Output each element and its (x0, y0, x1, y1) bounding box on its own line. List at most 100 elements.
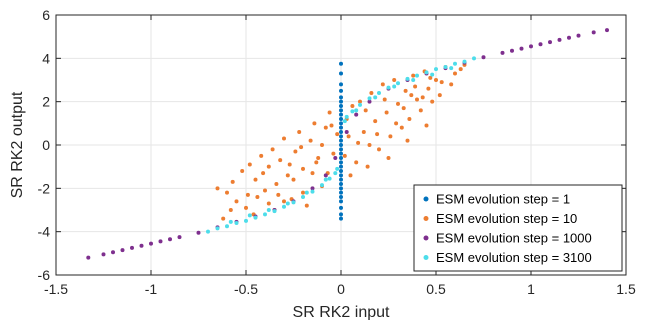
legend-marker (423, 196, 429, 202)
scatter-point (293, 149, 298, 154)
scatter-point (285, 173, 290, 178)
scatter-point (500, 50, 505, 55)
scatter-point (354, 108, 359, 113)
scatter-point (308, 138, 313, 143)
scatter-point (339, 156, 343, 160)
scatter-point (458, 67, 463, 72)
scatter-point (339, 164, 343, 169)
scatter-point (314, 160, 319, 165)
scatter-point (377, 147, 381, 152)
scatter-point (375, 132, 380, 137)
scatter-point (282, 136, 286, 141)
scatter-point (426, 86, 431, 91)
y-tick-label: 0 (42, 137, 50, 153)
scatter-point (434, 78, 438, 82)
scatter-point (342, 119, 347, 124)
scatter-point (462, 59, 467, 64)
scatter-point (424, 123, 429, 128)
scatter-point (247, 162, 252, 167)
legend-marker (423, 235, 429, 241)
scatter-point (396, 101, 400, 106)
scatter-point (339, 186, 343, 191)
y-tick-label: 6 (42, 7, 50, 23)
scatter-point (396, 81, 400, 86)
scatter-point (331, 151, 336, 156)
scatter-point (344, 130, 349, 134)
scatter-point (282, 204, 286, 209)
scatter-point (339, 216, 343, 221)
scatter-point (339, 143, 343, 147)
scatter-point (339, 195, 343, 199)
scatter-point (339, 108, 343, 113)
scatter-point (282, 199, 286, 204)
scatter-point (367, 143, 372, 147)
scatter-point (272, 209, 277, 214)
scatter-point (244, 218, 248, 223)
scatter-point (443, 65, 448, 69)
scatter-point (339, 205, 343, 210)
scatter-point (354, 112, 359, 117)
scatter-point (411, 78, 416, 82)
scatter-point (350, 109, 355, 114)
scatter-point (388, 134, 393, 139)
scatter-point (329, 123, 334, 128)
scatter-point (339, 61, 343, 66)
scatter-point (339, 104, 343, 108)
scatter-point (358, 99, 362, 104)
scatter-point (301, 166, 305, 171)
scatter-point (316, 156, 321, 160)
scatter-point (339, 138, 343, 143)
scatter-point (339, 121, 343, 126)
scatter-point (274, 182, 279, 186)
legend: ESM evolution step = 1 ESM evolution step… (413, 184, 623, 272)
scatter-point (285, 201, 290, 206)
scatter-point (418, 108, 423, 113)
scatter-point (196, 230, 201, 235)
scatter-point (472, 56, 476, 61)
scatter-point (339, 134, 343, 139)
scatter-point (158, 239, 163, 244)
scatter-point (339, 160, 343, 165)
scatter-point (548, 40, 552, 45)
data-points (86, 28, 609, 260)
x-tick-label: 1 (527, 281, 535, 297)
scatter-point (339, 99, 343, 104)
x-tick-label: -1 (145, 281, 158, 297)
scatter-point (101, 252, 106, 257)
scatter-point (244, 205, 248, 210)
scatter-point (247, 213, 252, 218)
legend-marker (423, 255, 429, 260)
scatter-point (312, 121, 317, 126)
scatter-point (386, 156, 391, 160)
scatter-point (394, 121, 399, 126)
scatter-point (348, 173, 353, 178)
scatter-point (320, 183, 324, 188)
scatter-point (215, 226, 220, 231)
scatter-point (339, 95, 343, 100)
y-tick-label: -4 (38, 224, 51, 240)
scatter-point (430, 72, 435, 77)
scatter-point (392, 78, 397, 82)
scatter-point (304, 190, 309, 195)
scatter-point (392, 84, 397, 89)
x-tick-label: -0.5 (234, 281, 258, 297)
scatter-point (399, 125, 404, 130)
scatter-point (139, 243, 144, 248)
scatter-point (384, 110, 389, 115)
scatter-point (266, 208, 271, 212)
scatter-point (323, 173, 328, 178)
scatter-point (373, 119, 378, 124)
scatter-point (259, 153, 264, 158)
scatter-point (255, 195, 260, 199)
scatter-point (253, 177, 258, 182)
y-tick-label: 2 (42, 94, 50, 110)
scatter-point (266, 201, 271, 206)
scatter-point (278, 158, 283, 163)
scatter-point (344, 114, 349, 119)
scatter-point (428, 75, 433, 80)
scatter-point (434, 67, 438, 72)
scatter-point (453, 61, 457, 66)
scatter-point (221, 216, 226, 221)
scatter-point (228, 208, 233, 212)
